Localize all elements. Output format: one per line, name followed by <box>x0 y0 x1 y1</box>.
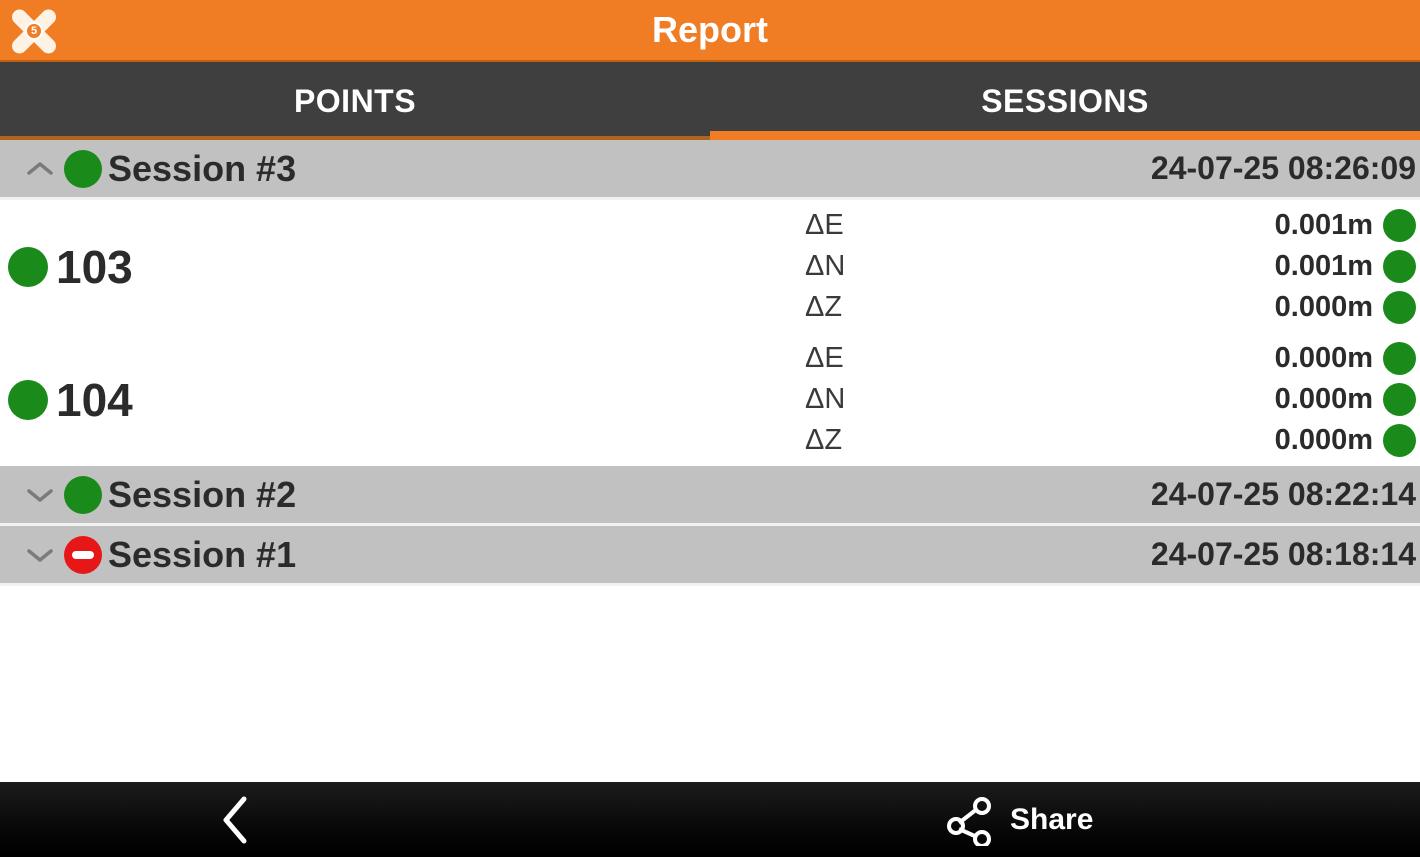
point-status-ok-icon <box>8 379 48 420</box>
tab-sessions[interactable]: SESSIONS <box>710 62 1420 140</box>
delta-label: ΔN <box>805 250 846 282</box>
delta-status-ok-icon <box>1383 291 1416 324</box>
session-timestamp: 24-07-25 08:26:09 <box>1150 150 1416 186</box>
delta-label: ΔZ <box>805 424 843 456</box>
point-id-group: 104 <box>8 373 133 427</box>
session-status-ok-icon <box>64 149 102 188</box>
delta-label: ΔN <box>805 383 846 415</box>
delta-row: ΔE 0.000m <box>805 338 1416 379</box>
delta-row: ΔN 0.000m <box>805 379 1416 420</box>
session-timestamp: 24-07-25 08:22:14 <box>1150 476 1416 512</box>
point-status-ok-icon <box>8 246 48 287</box>
point-row-103: 103 ΔE 0.001m ΔN 0.001m ΔZ 0.000m <box>0 200 1420 333</box>
delta-status-ok-icon <box>1383 209 1416 242</box>
delta-value: 0.000m <box>1274 383 1373 415</box>
session-name: Session #3 <box>108 147 297 189</box>
tab-points-underline <box>0 136 710 140</box>
point-id: 103 <box>56 240 133 293</box>
delta-value: 0.000m <box>1274 291 1373 323</box>
delta-row: ΔZ 0.000m <box>805 287 1416 328</box>
tab-sessions-label: SESSIONS <box>981 82 1149 119</box>
point-id: 104 <box>56 373 133 426</box>
session-name: Session #1 <box>108 533 297 575</box>
delta-row: ΔZ 0.000m <box>805 420 1416 461</box>
chevron-left-icon <box>223 796 247 843</box>
logo-badge: 5 <box>25 22 43 40</box>
session-timestamp: 24-07-25 08:18:14 <box>1150 536 1416 572</box>
delta-label: ΔZ <box>805 291 843 323</box>
app-logo-icon[interactable]: 5 <box>8 6 60 57</box>
share-button[interactable]: Share <box>946 782 1093 857</box>
tab-points[interactable]: POINTS <box>0 62 710 140</box>
delta-value: 0.001m <box>1274 209 1373 241</box>
share-nodes-icon <box>947 796 991 846</box>
tab-points-label: POINTS <box>293 82 417 119</box>
bottom-bar: Share <box>0 782 1420 857</box>
session-status-ok-icon <box>64 475 102 514</box>
delta-status-ok-icon <box>1383 342 1416 375</box>
point-row-104: 104 ΔE 0.000m ΔN 0.000m ΔZ 0.000m <box>0 333 1420 466</box>
session-status-blocked-icon <box>64 535 102 574</box>
delta-value: 0.001m <box>1274 250 1373 282</box>
page-title: Report <box>652 9 768 50</box>
point-id-group: 103 <box>8 240 133 294</box>
delta-value: 0.000m <box>1274 342 1373 374</box>
share-button-label: Share <box>1010 802 1094 836</box>
chevron-up-icon <box>27 161 53 175</box>
delta-status-ok-icon <box>1383 424 1416 457</box>
delta-label: ΔE <box>805 209 844 241</box>
delta-list: ΔE 0.001m ΔN 0.001m ΔZ 0.000m <box>805 200 1416 333</box>
delta-label: ΔE <box>805 342 844 374</box>
delta-status-ok-icon <box>1383 383 1416 416</box>
delta-value: 0.000m <box>1274 424 1373 456</box>
session-row-2[interactable]: Session #2 24-07-25 08:22:14 <box>0 466 1420 526</box>
delta-status-ok-icon <box>1383 250 1416 283</box>
chevron-down-icon <box>27 488 53 502</box>
delta-row: ΔN 0.001m <box>805 246 1416 287</box>
delta-row: ΔE 0.001m <box>805 205 1416 246</box>
tab-bar: POINTS SESSIONS <box>0 62 1420 140</box>
chevron-down-icon <box>27 548 53 562</box>
tab-sessions-underline <box>710 131 1420 140</box>
delta-list: ΔE 0.000m ΔN 0.000m ΔZ 0.000m <box>805 333 1416 466</box>
title-bar: 5 Report <box>0 0 1420 62</box>
session-row-1[interactable]: Session #1 24-07-25 08:18:14 <box>0 526 1420 586</box>
back-button[interactable] <box>190 782 280 857</box>
session-name: Session #2 <box>108 473 297 515</box>
session-row-3[interactable]: Session #3 24-07-25 08:26:09 <box>0 140 1420 200</box>
